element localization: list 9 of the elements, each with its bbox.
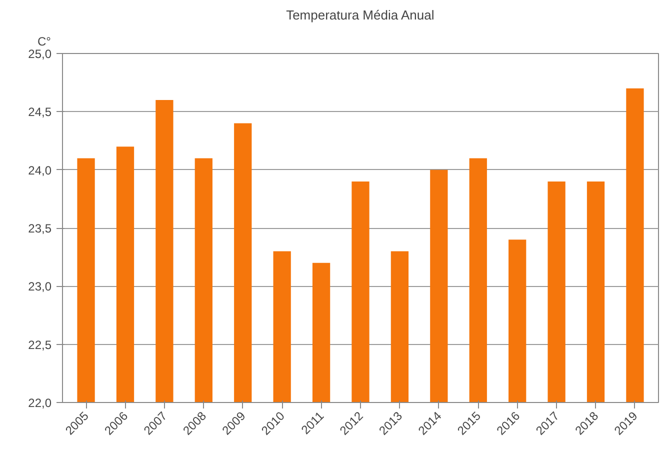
y-tick-label: 25,0 [28,47,52,61]
y-tick-label: 22,0 [28,396,52,410]
y-tick-label: 22,5 [28,338,52,352]
y-tick-label: 23,5 [28,222,52,236]
chart-title: Temperatura Média Anual [286,8,434,22]
y-axis-title: C° [38,34,52,48]
y-tick-label: 24,5 [28,105,52,120]
y-tick-label: 23,0 [28,280,52,294]
y-tick-label: 24,0 [28,163,52,178]
